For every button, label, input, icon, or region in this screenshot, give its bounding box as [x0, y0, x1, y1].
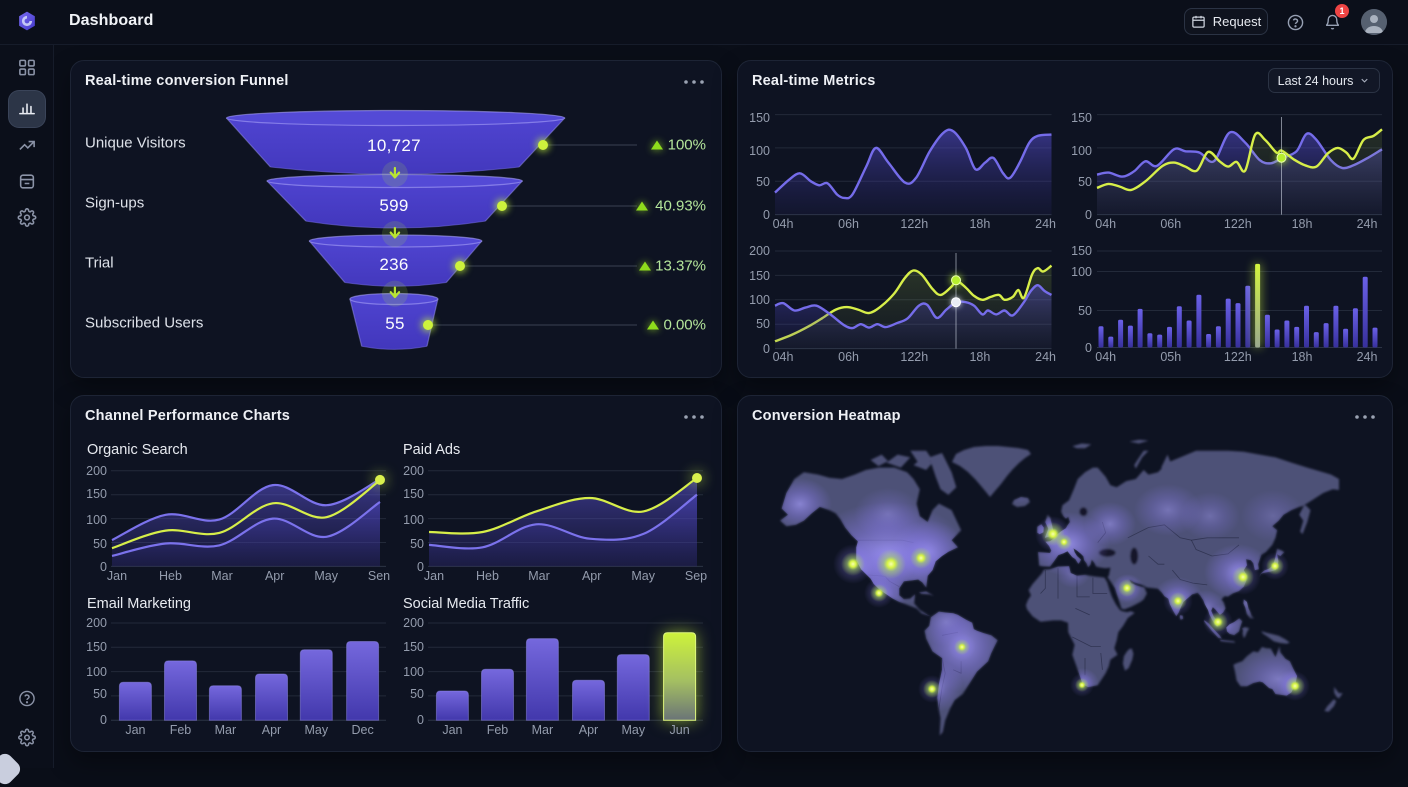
svg-text:0: 0	[1085, 208, 1092, 222]
svg-text:100: 100	[403, 665, 424, 679]
svg-text:04h: 04h	[1095, 350, 1116, 364]
svg-text:Jan: Jan	[424, 569, 444, 583]
svg-text:200: 200	[403, 464, 424, 478]
svg-text:100: 100	[1071, 265, 1092, 279]
svg-text:Mar: Mar	[215, 723, 237, 737]
svg-text:18h: 18h	[969, 350, 990, 364]
svg-text:100: 100	[1071, 144, 1092, 158]
svg-text:150: 150	[1071, 244, 1092, 258]
svg-text:100: 100	[86, 513, 107, 527]
svg-text:150: 150	[749, 111, 770, 125]
svg-text:May: May	[314, 569, 338, 583]
svg-text:06h: 06h	[838, 350, 859, 364]
svg-text:04h: 04h	[773, 350, 794, 364]
svg-text:Feb: Feb	[487, 723, 509, 737]
svg-text:150: 150	[403, 487, 424, 501]
svg-text:50: 50	[93, 537, 107, 551]
svg-text:122h: 122h	[1224, 217, 1252, 231]
svg-text:Mar: Mar	[532, 723, 554, 737]
svg-text:100: 100	[86, 665, 107, 679]
svg-text:150: 150	[86, 487, 107, 501]
svg-text:200: 200	[749, 244, 770, 258]
svg-text:0: 0	[1085, 341, 1092, 355]
svg-text:50: 50	[756, 317, 770, 331]
svg-text:Sep: Sep	[685, 569, 707, 583]
svg-text:24h: 24h	[1357, 217, 1378, 231]
svg-text:Heb: Heb	[159, 569, 182, 583]
svg-text:0: 0	[763, 208, 770, 222]
svg-text:0: 0	[417, 560, 424, 574]
svg-text:18h: 18h	[1292, 217, 1313, 231]
svg-text:May: May	[621, 723, 645, 737]
svg-text:May: May	[304, 723, 328, 737]
svg-text:Jun: Jun	[670, 723, 690, 737]
svg-text:Dec: Dec	[351, 723, 373, 737]
svg-text:50: 50	[756, 175, 770, 189]
svg-text:Apr: Apr	[579, 723, 598, 737]
svg-text:24h: 24h	[1035, 217, 1056, 231]
svg-text:122h: 122h	[1224, 350, 1252, 364]
svg-text:100: 100	[749, 144, 770, 158]
svg-text:04h: 04h	[1095, 217, 1116, 231]
svg-text:122h: 122h	[900, 217, 928, 231]
svg-text:18h: 18h	[1292, 350, 1313, 364]
svg-text:100: 100	[403, 513, 424, 527]
svg-text:Jan: Jan	[125, 723, 145, 737]
svg-text:05h: 05h	[1160, 350, 1181, 364]
svg-text:50: 50	[93, 687, 107, 701]
svg-text:Sen: Sen	[368, 569, 390, 583]
svg-text:150: 150	[403, 640, 424, 654]
svg-text:0: 0	[100, 713, 107, 727]
svg-text:24h: 24h	[1035, 350, 1056, 364]
svg-text:150: 150	[1071, 111, 1092, 125]
svg-text:50: 50	[1078, 304, 1092, 318]
svg-text:Feb: Feb	[170, 723, 192, 737]
svg-text:Mar: Mar	[528, 569, 550, 583]
svg-text:200: 200	[86, 464, 107, 478]
svg-text:200: 200	[86, 616, 107, 630]
svg-text:Jan: Jan	[442, 723, 462, 737]
svg-text:24h: 24h	[1357, 350, 1378, 364]
svg-text:50: 50	[1078, 175, 1092, 189]
svg-text:06h: 06h	[1160, 217, 1181, 231]
svg-text:May: May	[631, 569, 655, 583]
svg-text:0: 0	[417, 713, 424, 727]
svg-text:200: 200	[403, 616, 424, 630]
svg-text:Apr: Apr	[265, 569, 284, 583]
svg-text:18h: 18h	[969, 217, 990, 231]
svg-text:150: 150	[86, 640, 107, 654]
svg-text:122h: 122h	[900, 350, 928, 364]
svg-text:50: 50	[410, 687, 424, 701]
svg-text:0: 0	[763, 342, 770, 356]
svg-text:150: 150	[749, 269, 770, 283]
svg-text:0: 0	[100, 560, 107, 574]
svg-text:Apr: Apr	[582, 569, 601, 583]
svg-text:06h: 06h	[838, 217, 859, 231]
svg-text:04h: 04h	[773, 217, 794, 231]
svg-text:50: 50	[410, 537, 424, 551]
svg-text:Heb: Heb	[476, 569, 499, 583]
svg-text:Jan: Jan	[107, 569, 127, 583]
svg-text:Apr: Apr	[262, 723, 281, 737]
svg-text:Mar: Mar	[211, 569, 233, 583]
svg-text:100: 100	[749, 293, 770, 307]
